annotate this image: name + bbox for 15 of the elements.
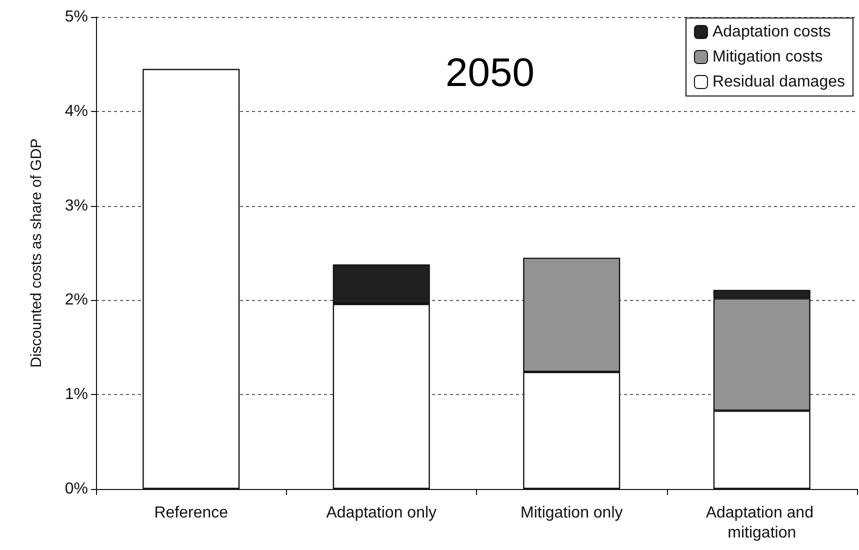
y-axis-title: Discounted costs as share of GDP xyxy=(28,138,45,368)
legend-label: Residual damages xyxy=(712,74,846,90)
legend-label: Mitigation costs xyxy=(712,48,823,66)
legend-label: Adaptation costs xyxy=(712,24,831,40)
y-tick-label: 3% xyxy=(64,197,88,214)
y-tick-label: 0% xyxy=(64,480,88,498)
x-tick-label: Reference xyxy=(154,504,228,522)
y-tick-label: 5% xyxy=(64,8,88,26)
x-tick-label: Adaptation only xyxy=(326,504,437,522)
y-tick-label: 1% xyxy=(64,386,88,404)
text: 2050 xyxy=(446,51,534,95)
x-tick-label: Mitigation only xyxy=(520,504,623,522)
x-tick-label: Adaptation and mitigation xyxy=(706,504,818,542)
y-tick-label: 2% xyxy=(64,292,88,309)
y-tick-label: 4% xyxy=(64,102,88,120)
